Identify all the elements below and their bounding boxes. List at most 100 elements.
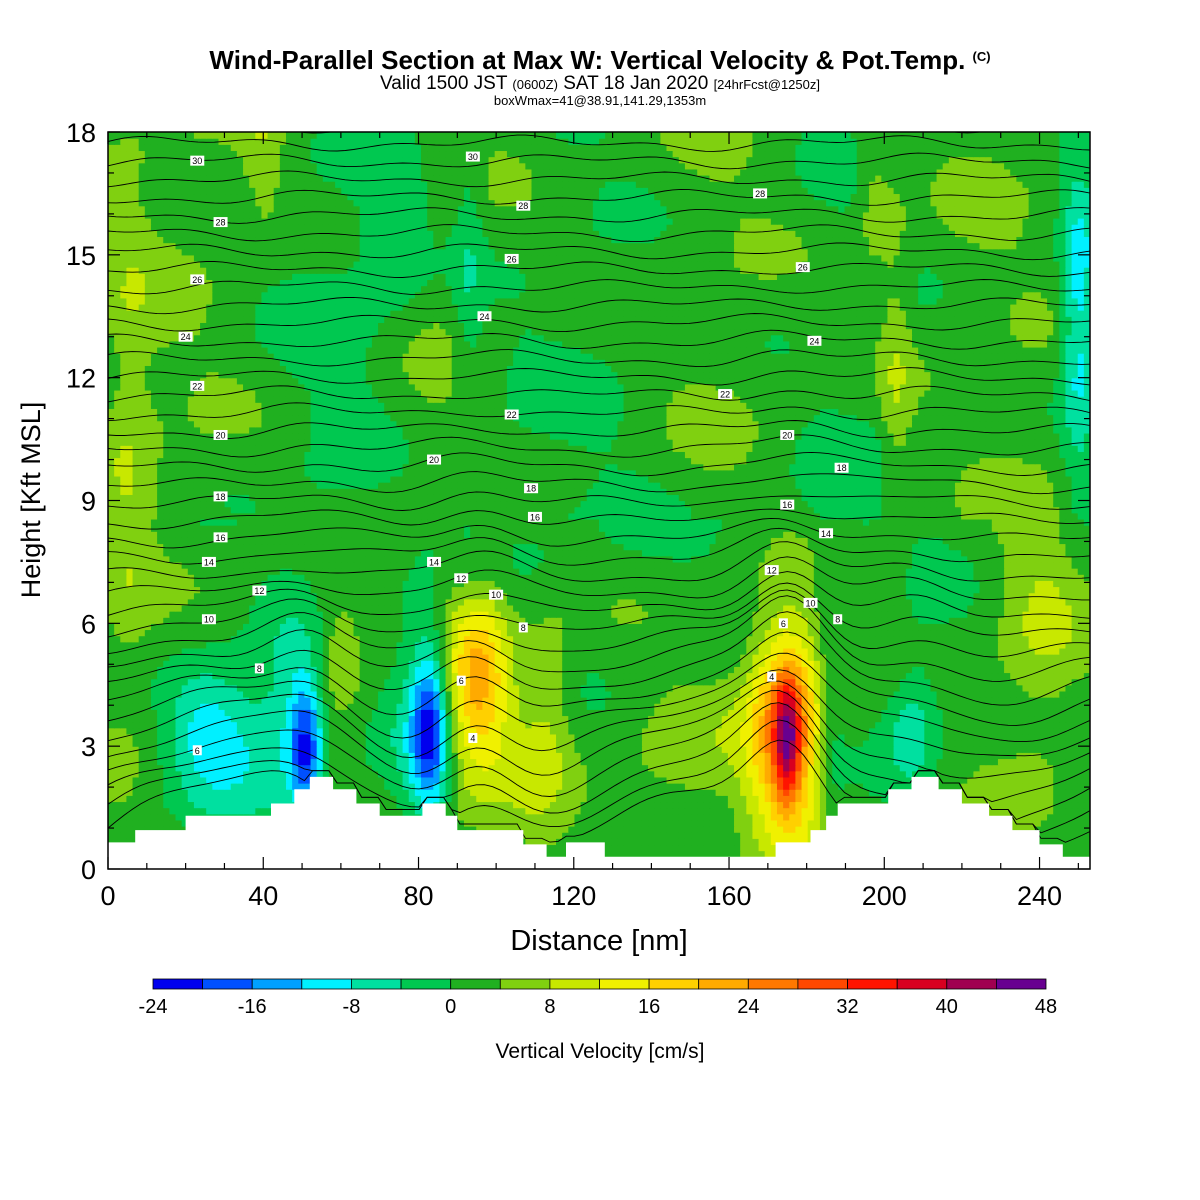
velocity-cell (899, 684, 907, 692)
velocity-cell (881, 752, 889, 760)
velocity-cell (568, 832, 576, 839)
velocity-cell (445, 789, 453, 796)
velocity-cell (629, 697, 637, 704)
velocity-cell (967, 721, 974, 729)
velocity-cell (138, 752, 146, 760)
velocity-cell (427, 776, 434, 784)
velocity-cell (783, 758, 790, 766)
velocity-cell (991, 752, 999, 760)
velocity-cell (556, 709, 563, 717)
velocity-cell (230, 795, 238, 803)
velocity-cell (114, 690, 121, 698)
velocity-cell (715, 758, 723, 766)
velocity-cell (985, 733, 993, 741)
velocity-cell (206, 709, 213, 717)
velocity-cell (905, 746, 913, 753)
velocity-cell (212, 758, 220, 766)
velocity-cell (734, 758, 741, 766)
velocity-cell (967, 783, 974, 790)
velocity-cell (954, 703, 962, 710)
velocity-cell (770, 813, 778, 821)
velocity-cell (224, 709, 232, 717)
velocity-cell (335, 746, 342, 753)
velocity-cell (243, 697, 250, 704)
velocity-cell (568, 838, 576, 846)
velocity-cell (169, 746, 177, 753)
velocity-cell (948, 684, 956, 692)
velocity-cell (997, 715, 1005, 723)
velocity-cell (193, 770, 201, 778)
velocity-cell (648, 783, 655, 790)
velocity-cell (623, 703, 631, 710)
velocity-cell (150, 758, 158, 766)
velocity-cell (899, 758, 907, 766)
velocity-cell (328, 733, 336, 741)
velocity-cell (562, 838, 569, 846)
velocity-cell (691, 709, 698, 717)
velocity-cell (1077, 721, 1085, 729)
velocity-cell (292, 715, 299, 723)
velocity-cell (513, 770, 520, 778)
velocity-cell (427, 678, 434, 686)
velocity-cell (1034, 819, 1042, 827)
velocity-cell (961, 697, 968, 704)
velocity-cell (985, 690, 993, 698)
velocity-cell (684, 789, 692, 796)
velocity-cell (709, 703, 717, 710)
velocity-cell (328, 709, 336, 717)
velocity-cell (206, 715, 213, 723)
velocity-cell (218, 727, 226, 735)
velocity-cell (371, 758, 379, 766)
velocity-cell (783, 838, 790, 846)
velocity-cell (586, 746, 594, 753)
velocity-cell (120, 709, 128, 717)
velocity-cell (261, 740, 269, 747)
velocity-cell (519, 727, 526, 735)
velocity-cell (1077, 838, 1085, 846)
velocity-cell (212, 703, 220, 710)
velocity-cell (967, 795, 974, 803)
velocity-cell (500, 697, 508, 704)
velocity-cell (1010, 819, 1017, 827)
velocity-cell (163, 721, 170, 729)
velocity-cell (390, 795, 398, 803)
velocity-cell (138, 826, 146, 833)
velocity-cell (556, 844, 563, 852)
velocity-cell (752, 715, 760, 723)
velocity-cell (132, 727, 140, 735)
velocity-cell (905, 709, 913, 717)
velocity-cell (869, 764, 876, 772)
velocity-cell (905, 770, 913, 778)
velocity-cell (764, 801, 772, 809)
velocity-cell (862, 703, 870, 710)
velocity-cell (789, 813, 796, 821)
velocity-cell (924, 746, 932, 753)
velocity-cell (954, 764, 962, 772)
velocity-cell (255, 733, 263, 741)
velocity-cell (648, 690, 655, 698)
velocity-cell (605, 690, 612, 698)
velocity-cell (605, 684, 612, 692)
velocity-cell (531, 832, 539, 839)
velocity-cell (1083, 740, 1090, 747)
velocity-cell (549, 807, 557, 815)
velocity-cell (660, 703, 668, 710)
velocity-cell (175, 703, 183, 710)
velocity-cell (758, 752, 766, 760)
velocity-cell (641, 783, 649, 790)
velocity-cell (108, 709, 115, 717)
velocity-cell (789, 678, 796, 686)
velocity-cell (243, 709, 250, 717)
velocity-cell (605, 709, 612, 717)
velocity-cell (899, 733, 907, 741)
velocity-cell (715, 746, 723, 753)
velocity-cell (506, 789, 514, 796)
velocity-cell (1077, 746, 1085, 753)
velocity-cell (414, 783, 422, 790)
velocity-cell (396, 678, 404, 686)
velocity-cell (304, 690, 312, 698)
velocity-cell (500, 721, 508, 729)
velocity-cell (390, 770, 398, 778)
velocity-cell (525, 733, 533, 741)
velocity-cell (169, 795, 177, 803)
